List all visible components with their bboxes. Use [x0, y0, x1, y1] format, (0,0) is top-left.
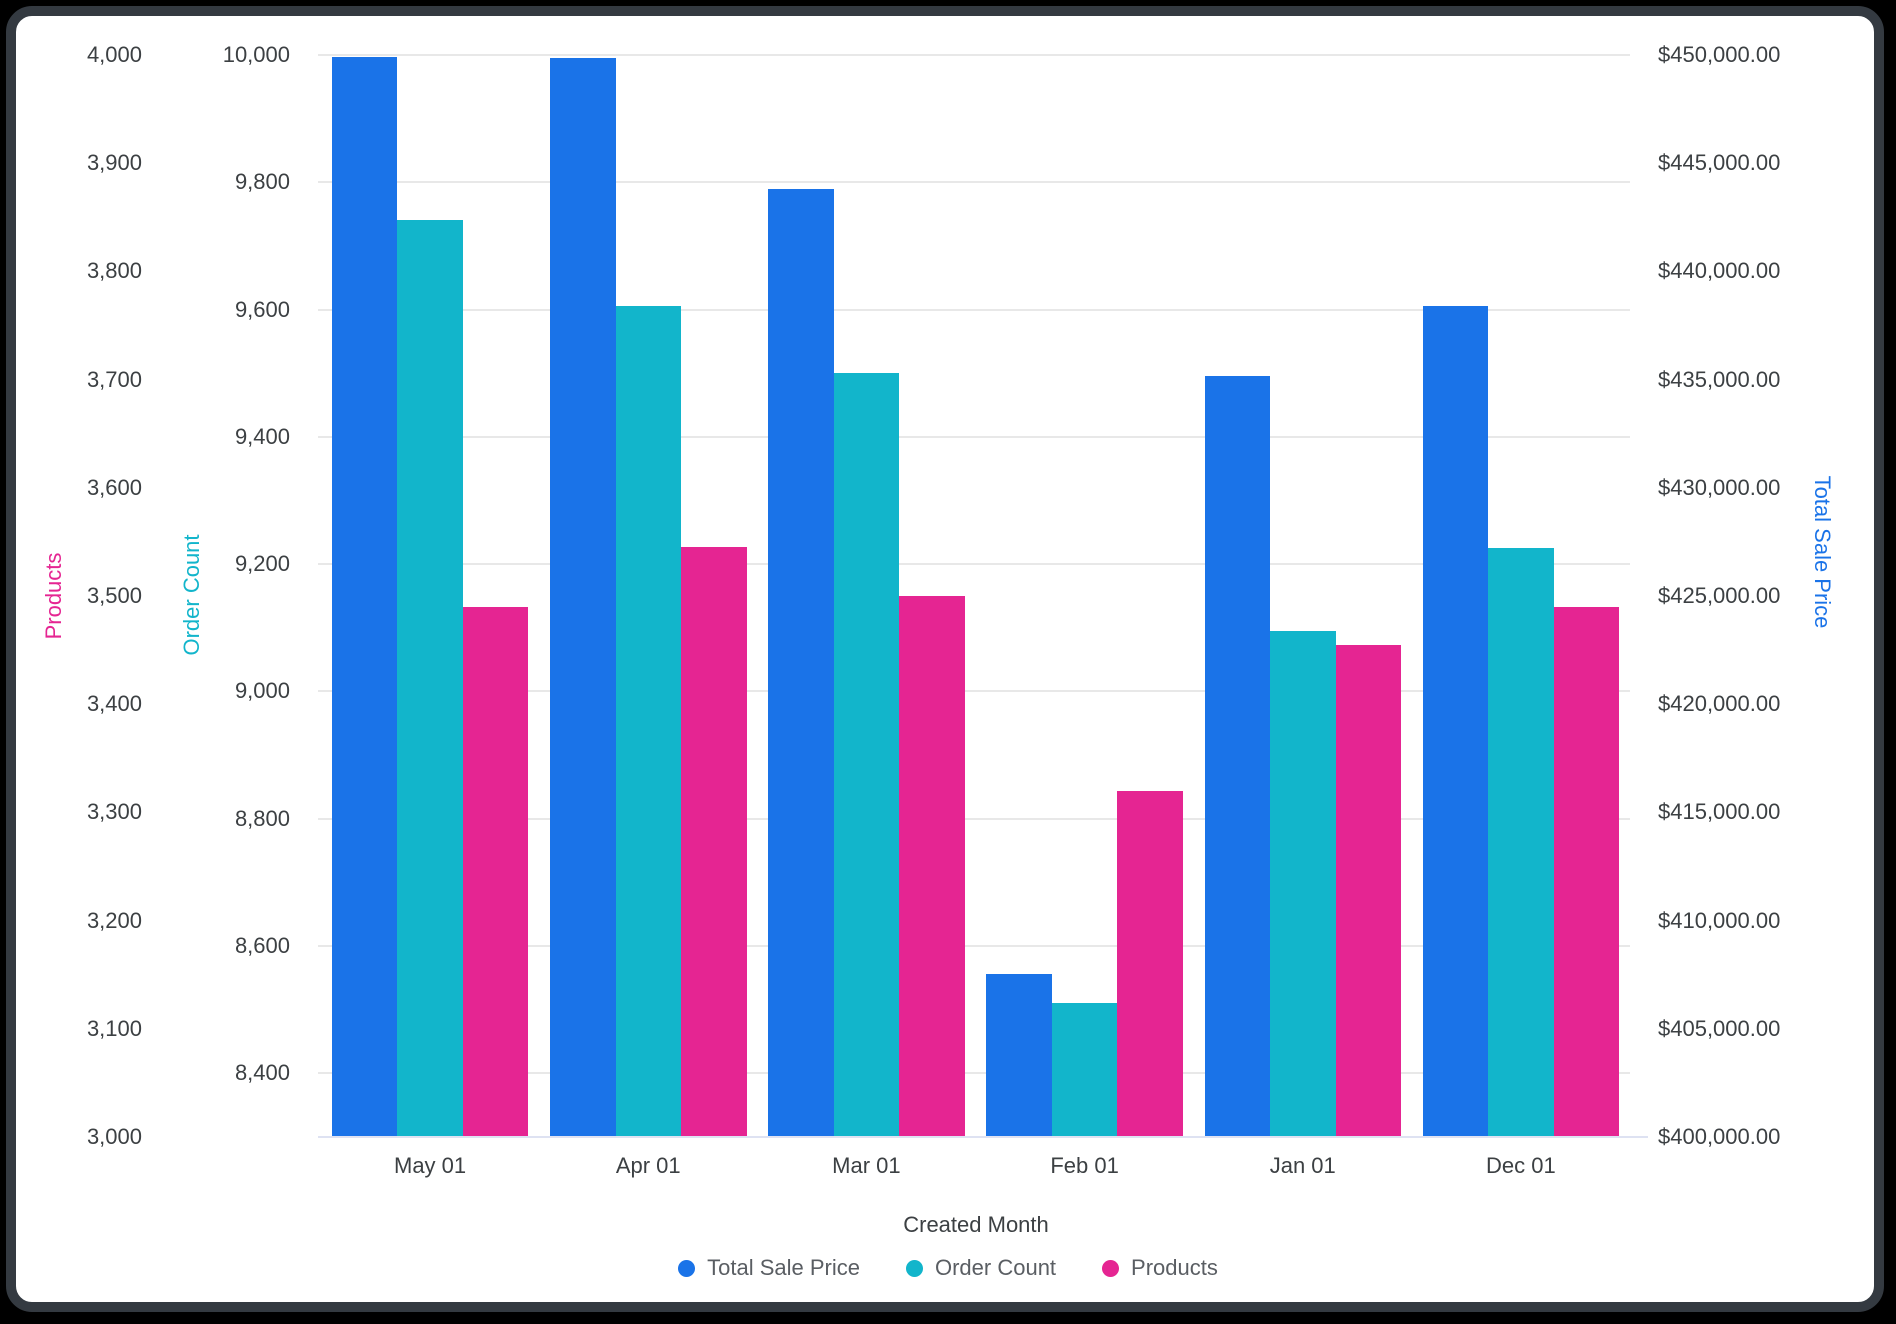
total_sale_price-tick-label: $425,000.00 — [1658, 583, 1781, 608]
order_count-tick-label: 10,000 — [222, 42, 290, 67]
total_sale_price-tick-label: $410,000.00 — [1658, 907, 1781, 933]
legend-dot-icon — [905, 1259, 923, 1277]
total_sale_price-tick-label: $450,000.00 — [1658, 42, 1781, 67]
gridline — [318, 181, 1630, 184]
x-tick-label: Dec 01 — [1486, 1153, 1556, 1178]
bar-products-mar-01[interactable] — [899, 596, 965, 1136]
gridline — [318, 563, 1630, 566]
gridline — [318, 435, 1630, 438]
bar-total-sale-price-feb-01[interactable] — [986, 973, 1052, 1136]
products-tick-label: 3,100 — [86, 1015, 142, 1041]
total_sale_price-tick-label: $400,000.00 — [1658, 1124, 1781, 1149]
total_sale_price-tick-label: $405,000.00 — [1658, 1015, 1781, 1041]
gridline — [318, 690, 1630, 693]
legend-label: Total Sale Price — [707, 1255, 860, 1280]
x-tick-label: Mar 01 — [832, 1153, 901, 1178]
products-tick-label: 3,600 — [86, 474, 142, 500]
x-tick-label: Apr 01 — [615, 1153, 681, 1178]
order_count-tick-label: 9,200 — [234, 551, 290, 577]
x-axis-line — [318, 1136, 1648, 1138]
bar-order-count-dec-01[interactable] — [1488, 548, 1554, 1136]
order_count-tick-label: 9,400 — [234, 423, 290, 449]
order_count-tick-label: 8,400 — [234, 1060, 290, 1086]
x-axis-title: Created Month — [903, 1212, 1049, 1237]
bar-order-count-mar-01[interactable] — [833, 373, 900, 1136]
total_sale_price-tick-label: $435,000.00 — [1658, 366, 1781, 392]
order_count-tick-label: 9,800 — [234, 169, 290, 195]
legend-label: Order Count — [934, 1255, 1057, 1280]
order_count-tick-label: 9,000 — [234, 678, 290, 704]
legend: Total Sale Price Order Count Products — [0, 1252, 1896, 1284]
products-tick-label: 3,300 — [86, 799, 142, 825]
order_count-tick-label: 9,600 — [234, 296, 290, 322]
gridline — [318, 945, 1630, 948]
bar-total-sale-price-jan-01[interactable] — [1204, 376, 1270, 1136]
legend-item-order-count[interactable]: Order Count — [905, 1255, 1057, 1281]
total_sale_price-tick-label: $415,000.00 — [1658, 799, 1781, 825]
products-tick-label: 3,400 — [86, 691, 142, 717]
gridline — [318, 54, 1630, 56]
bar-products-dec-01[interactable] — [1553, 606, 1620, 1136]
bar-products-may-01[interactable] — [462, 606, 529, 1136]
total_sale_price-tick-label: $430,000.00 — [1658, 474, 1781, 500]
products-tick-label: 3,500 — [86, 583, 142, 608]
order-count-axis-title: Order Count — [179, 534, 204, 656]
x-tick-label: Jan 01 — [1269, 1153, 1336, 1178]
bar-order-count-may-01[interactable] — [397, 220, 463, 1136]
bar-products-apr-01[interactable] — [681, 547, 747, 1136]
legend-dot-icon — [678, 1259, 696, 1277]
products-tick-label: 3,900 — [86, 150, 142, 176]
products-tick-label: 3,200 — [86, 907, 142, 933]
x-tick-label: May 01 — [394, 1153, 467, 1178]
bar-products-jan-01[interactable] — [1335, 644, 1401, 1136]
total_sale_price-tick-label: $445,000.00 — [1658, 150, 1781, 176]
products-tick-label: 4,000 — [86, 42, 142, 67]
legend-item-total-sale-price[interactable]: Total Sale Price — [678, 1255, 860, 1281]
order_count-tick-label: 8,800 — [234, 805, 290, 831]
legend-dot-icon — [1102, 1259, 1120, 1277]
products-tick-label: 3,800 — [86, 258, 142, 284]
products-tick-label: 3,000 — [86, 1124, 142, 1149]
legend-label: Products — [1131, 1255, 1218, 1280]
total_sale_price-tick-label: $440,000.00 — [1658, 258, 1781, 284]
bar-order-count-jan-01[interactable] — [1270, 631, 1336, 1136]
products-axis-title: Products — [41, 552, 66, 640]
bar-order-count-feb-01[interactable] — [1051, 1003, 1118, 1136]
total-sale-price-axis-title: Total Sale Price — [1810, 475, 1835, 629]
bar-total-sale-price-apr-01[interactable] — [550, 58, 616, 1136]
total_sale_price-tick-label: $420,000.00 — [1658, 691, 1781, 717]
gridline — [318, 308, 1630, 311]
bar-total-sale-price-dec-01[interactable] — [1422, 306, 1489, 1136]
gridline — [318, 817, 1630, 820]
gridline — [318, 1072, 1630, 1075]
products-tick-label: 3,700 — [86, 366, 142, 392]
x-tick-label: Feb 01 — [1050, 1153, 1119, 1178]
bar-products-feb-01[interactable] — [1117, 790, 1183, 1136]
legend-item-products[interactable]: Products — [1102, 1255, 1218, 1281]
order_count-tick-label: 8,600 — [234, 933, 290, 959]
bar-total-sale-price-mar-01[interactable] — [768, 189, 834, 1136]
bar-total-sale-price-may-01[interactable] — [331, 57, 398, 1136]
bar-order-count-apr-01[interactable] — [615, 306, 681, 1136]
